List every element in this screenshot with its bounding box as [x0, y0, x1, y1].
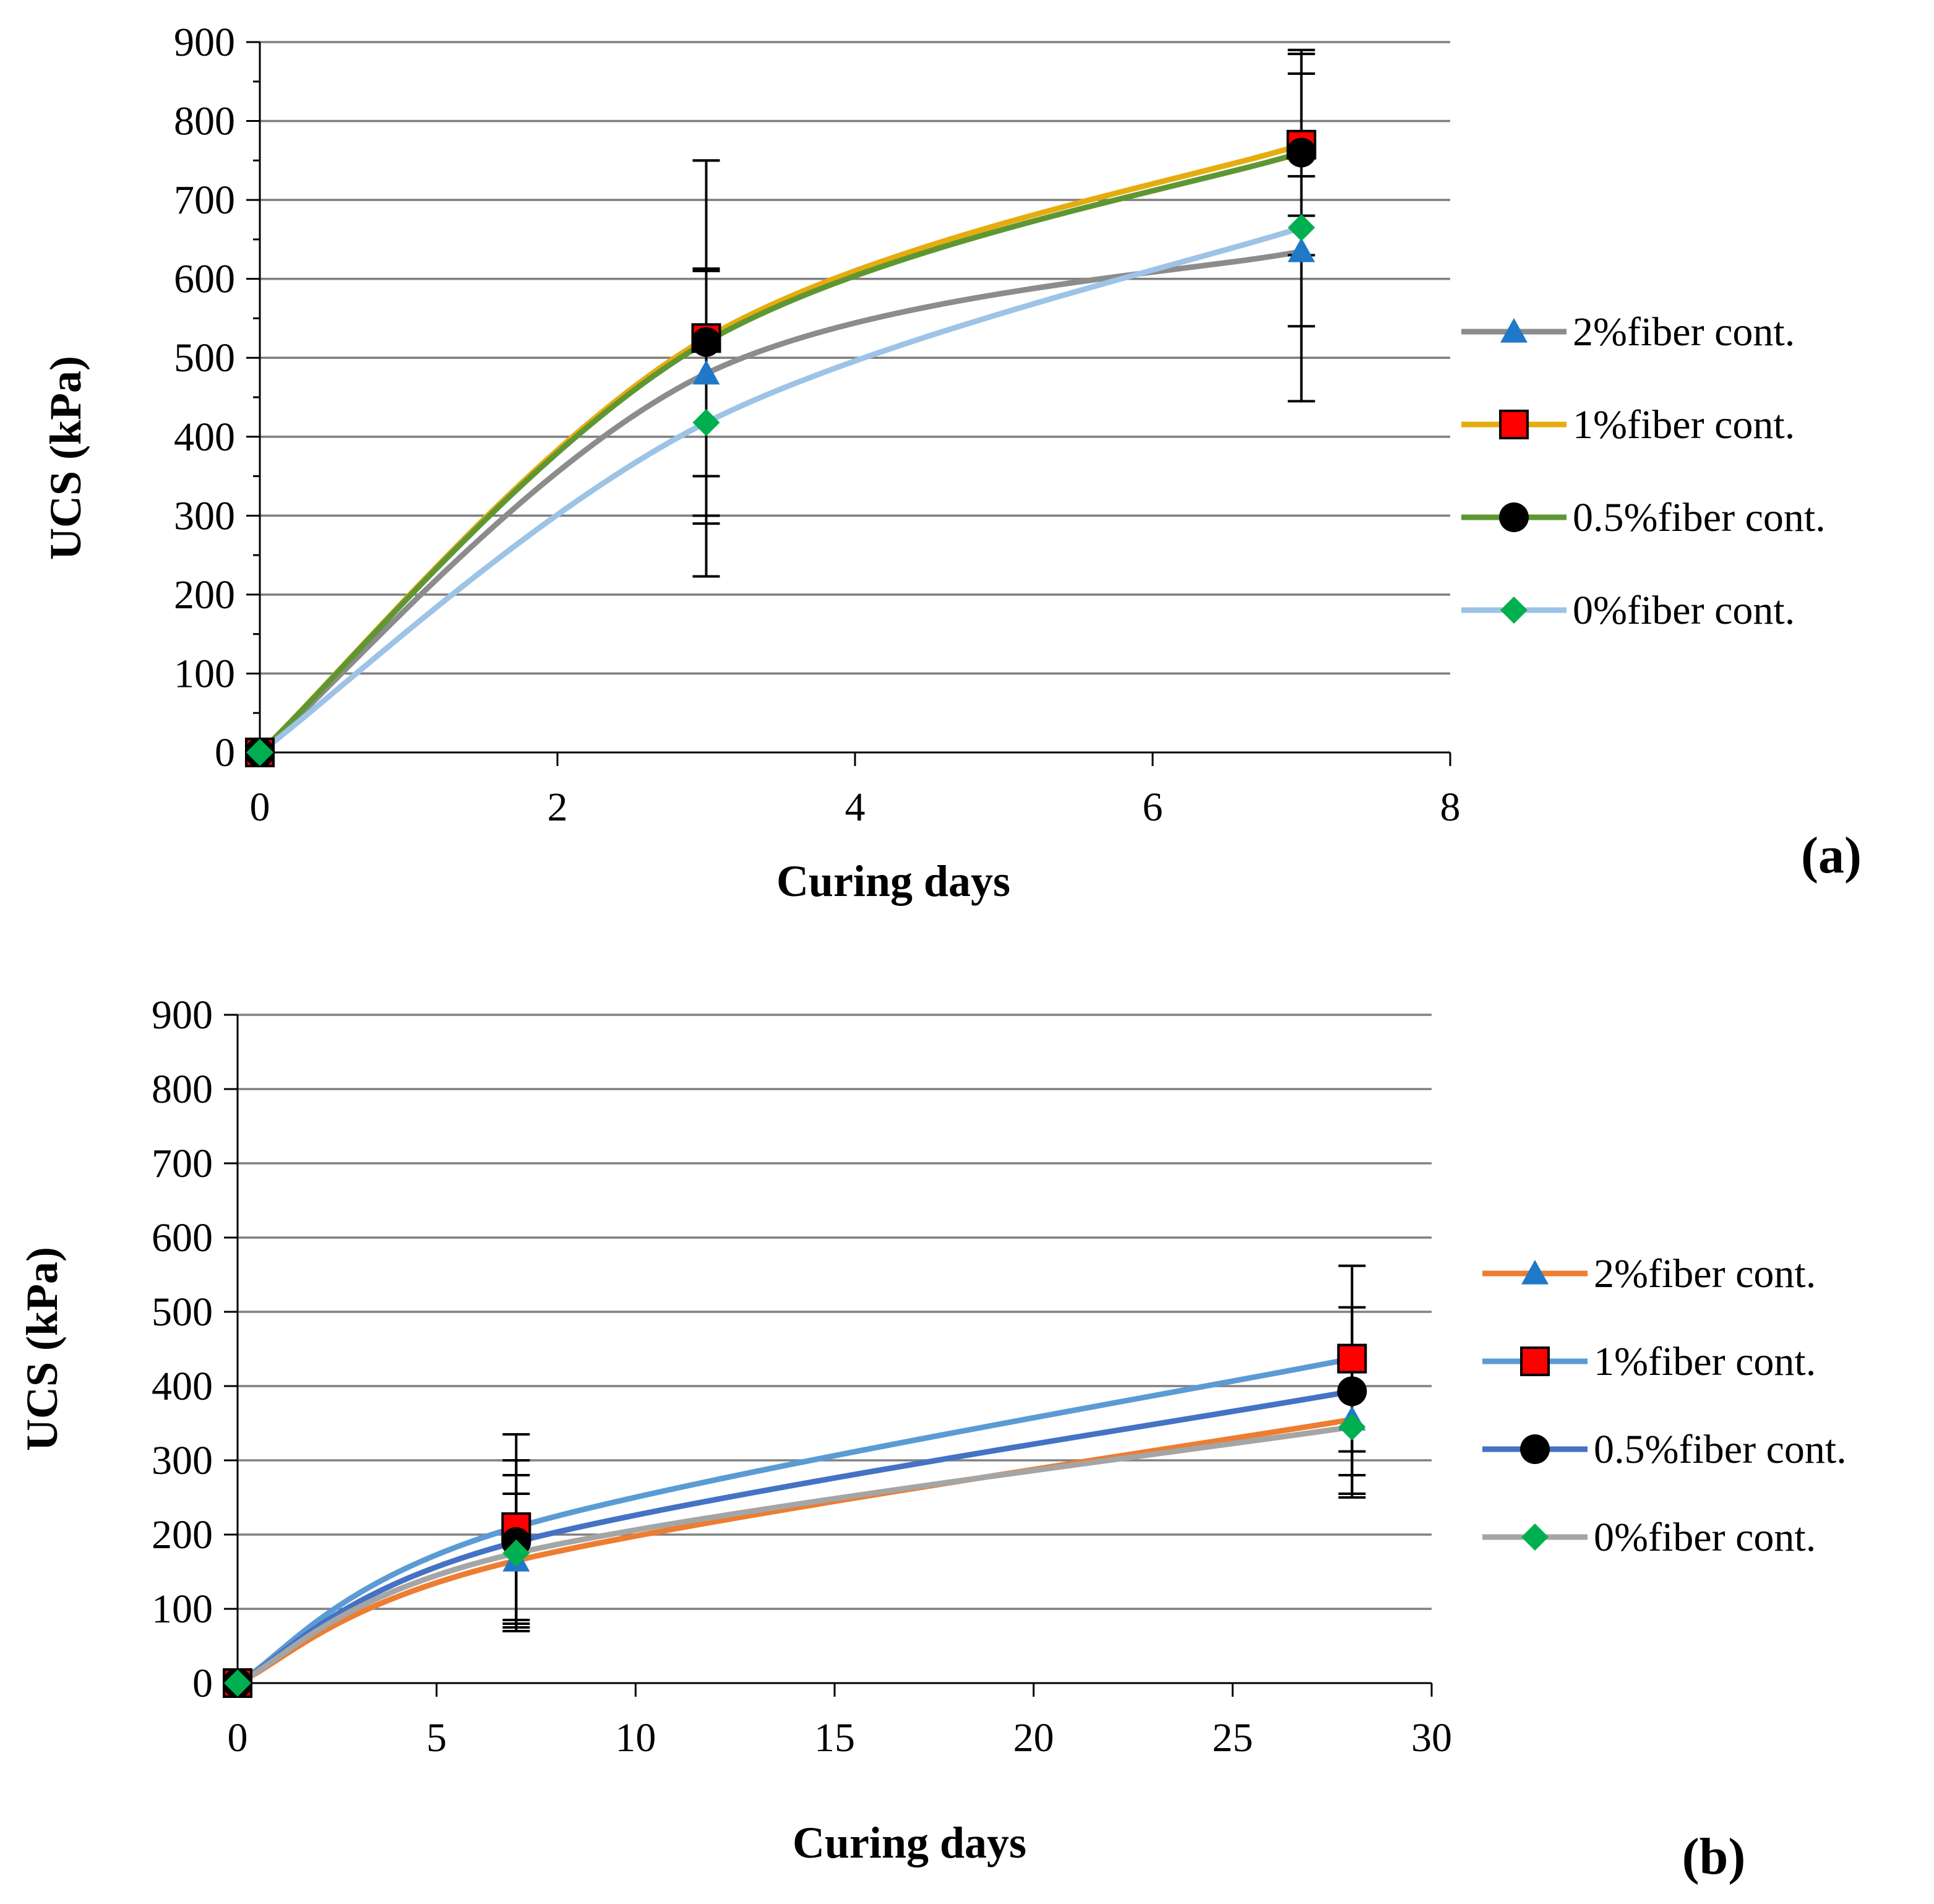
panel-a-x-axis-title: Curing days — [776, 856, 1010, 906]
panel-b-y-tick-labels: 0 100 200 300 400 500 600 700 800 900 — [152, 993, 213, 1706]
panel-b-y-tick-label: 300 — [152, 1438, 213, 1483]
panel-b-y-tick-label: 800 — [152, 1067, 213, 1112]
panel-b-data-point — [224, 1669, 251, 1697]
panel-a-legend-item: 2%fiber cont. — [1461, 309, 1795, 355]
panel-a-y-tick-label: 300 — [174, 493, 235, 538]
panel-b-x-axis-title: Curing days — [793, 1818, 1026, 1867]
panel-a-series — [257, 142, 1304, 756]
panel-a-legend-item: 0%fiber cont. — [1461, 588, 1795, 633]
panel-b-data-point — [502, 1540, 530, 1567]
panel-a-legend-item: 0.5%fiber cont. — [1461, 495, 1826, 540]
panel-a-y-tick-label: 0 — [215, 730, 235, 775]
panel-a-series-line-1 — [257, 142, 1304, 756]
panel-b-legend-marker — [1521, 1260, 1549, 1285]
panel-a-axes — [246, 41, 1451, 766]
panel-a-x-tick-label: 4 — [845, 785, 866, 830]
panel-a-tag: (a) — [1801, 827, 1862, 884]
panel-b-y-tick-label: 200 — [152, 1512, 213, 1557]
panel-a-data-point — [692, 360, 720, 385]
panel-a-series-line-2 — [257, 150, 1304, 756]
panel-a-x-tick-label: 8 — [1440, 785, 1461, 830]
panel-b-x-tick-label: 5 — [426, 1715, 447, 1760]
panel-b-series-line-3 — [234, 1424, 1355, 1686]
panel-b-data-point — [1337, 1343, 1367, 1374]
panel-b-legend-marker — [1521, 1523, 1549, 1551]
panel-b-error-bars — [502, 1264, 1366, 1632]
panel-b-y-tick-label: 700 — [152, 1141, 213, 1186]
panel-b-y-tick-label: 400 — [152, 1364, 213, 1409]
panel-b-series-line-2 — [234, 1388, 1355, 1686]
panel-a-y-tick-label: 700 — [174, 178, 235, 223]
panel-a-legend-label: 2%fiber cont. — [1573, 309, 1795, 355]
panel-b-data-point — [1337, 1376, 1367, 1406]
panel-a-data-point — [1287, 213, 1315, 241]
panel-b-y-tick-label: 600 — [152, 1215, 213, 1260]
panel-b-legend-label: 1%fiber cont. — [1594, 1339, 1816, 1384]
panel-a-data-point — [691, 327, 721, 357]
panel-a-legend-label: 0%fiber cont. — [1573, 588, 1795, 633]
panel-b-x-tick-label: 0 — [228, 1715, 248, 1760]
panel-a-x-tick-label: 2 — [548, 785, 568, 830]
panel-b-tag: (b) — [1682, 1828, 1746, 1885]
panel-a-y-tick-label: 900 — [174, 20, 235, 65]
panel-a-series-line-0 — [257, 248, 1304, 756]
chart-panel-b: 0 5 10 15 20 25 30 0 100 200 300 400 500 600 700 800 90… — [17, 993, 1847, 1885]
panel-a-legend: 2%fiber cont. 1%fiber cont. 0.5%fiber cont… — [1461, 309, 1826, 633]
panel-a-data-point — [1286, 137, 1317, 168]
panel-a-legend-label: 0.5%fiber cont. — [1573, 495, 1826, 540]
panel-a-y-tick-labels: 0 100 200 300 400 500 600 700 800 900 — [174, 20, 235, 775]
chart-panel-a: 0 2 4 6 8 0 100 200 300 400 500 600 700 800 900 2%fib… — [41, 20, 1862, 906]
panel-a-markers — [245, 129, 1317, 767]
panel-b-legend-item: 0.5%fiber cont. — [1482, 1427, 1847, 1472]
panel-a-data-point — [1287, 238, 1315, 262]
panel-b-x-tick-label: 10 — [615, 1715, 656, 1760]
panel-a-y-tick-label: 500 — [174, 335, 235, 381]
panel-a-data-point — [692, 408, 720, 436]
panel-b-legend-label: 0.5%fiber cont. — [1594, 1427, 1847, 1472]
panel-b-data-point — [1338, 1413, 1366, 1441]
panel-b-x-tick-labels: 0 5 10 15 20 25 30 — [228, 1715, 1453, 1760]
panel-b-legend-marker — [1520, 1346, 1550, 1376]
panel-b-y-tick-label: 500 — [152, 1290, 213, 1335]
panel-a-legend-marker — [1500, 597, 1528, 624]
panel-b-legend-label: 0%fiber cont. — [1594, 1515, 1816, 1560]
panel-a-data-point — [246, 739, 273, 766]
panel-b-legend-marker — [1520, 1434, 1550, 1464]
panel-b-series-line-1 — [234, 1356, 1355, 1686]
panel-a-legend-label: 1%fiber cont. — [1573, 402, 1795, 447]
panel-a-x-tick-label: 0 — [250, 785, 270, 830]
panel-b-series — [234, 1356, 1355, 1686]
panel-b-legend-item: 2%fiber cont. — [1482, 1251, 1816, 1296]
panel-a-y-tick-label: 400 — [174, 415, 235, 460]
panel-a-legend-item: 1%fiber cont. — [1461, 402, 1795, 447]
panel-a-x-tick-label: 6 — [1143, 785, 1163, 830]
panel-a-x-tick-labels: 0 2 4 6 8 — [250, 785, 1461, 830]
panel-b-x-tick-label: 30 — [1411, 1715, 1452, 1760]
panel-b-legend-item: 1%fiber cont. — [1482, 1339, 1816, 1384]
panel-a-legend-marker — [1499, 410, 1529, 439]
panel-b-y-tick-label: 100 — [152, 1587, 213, 1632]
panel-a-legend-marker — [1500, 318, 1528, 343]
panel-a-y-axis-title: UCS (kPa) — [41, 356, 90, 560]
panel-b-x-tick-label: 20 — [1013, 1715, 1054, 1760]
panel-a-y-tick-label: 600 — [174, 257, 235, 302]
panel-b-y-axis-title: UCS (kPa) — [17, 1247, 67, 1451]
panel-a-y-tick-label: 200 — [174, 572, 235, 618]
panel-b-y-tick-label: 900 — [152, 993, 213, 1038]
panel-b-legend: 2%fiber cont. 1%fiber cont. 0.5%fiber cont… — [1482, 1251, 1847, 1560]
panel-b-x-tick-label: 25 — [1212, 1715, 1253, 1760]
panel-a-y-tick-label: 100 — [174, 651, 235, 696]
panel-b-legend-item: 0%fiber cont. — [1482, 1515, 1816, 1560]
panel-b-y-tick-label: 0 — [192, 1661, 213, 1706]
panel-b-series-line-0 — [234, 1416, 1355, 1686]
panel-b-legend-label: 2%fiber cont. — [1594, 1251, 1816, 1296]
panel-b-markers — [223, 1343, 1367, 1698]
panel-b-x-tick-label: 15 — [814, 1715, 855, 1760]
panel-a-legend-marker — [1499, 502, 1529, 532]
panel-a-y-tick-label: 800 — [174, 99, 235, 144]
panel-b-gridlines — [238, 1014, 1432, 1610]
